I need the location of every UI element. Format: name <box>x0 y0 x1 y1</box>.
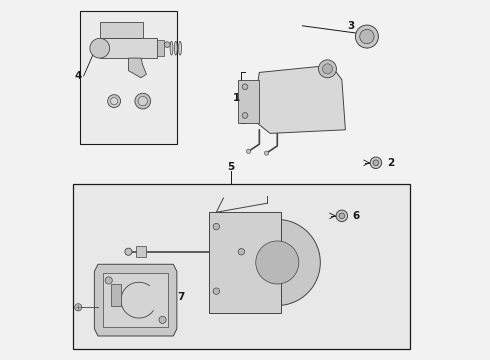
Circle shape <box>238 248 245 255</box>
Ellipse shape <box>170 41 173 55</box>
Circle shape <box>74 304 82 311</box>
Circle shape <box>246 149 251 153</box>
Text: 2: 2 <box>387 158 394 168</box>
Bar <box>136 246 147 257</box>
Circle shape <box>135 93 151 109</box>
Bar <box>80 12 177 144</box>
Circle shape <box>234 220 320 306</box>
Polygon shape <box>252 65 345 134</box>
Ellipse shape <box>179 41 181 55</box>
Bar <box>238 80 259 123</box>
Bar <box>103 273 168 327</box>
Circle shape <box>105 277 112 284</box>
Circle shape <box>370 157 382 168</box>
Circle shape <box>339 213 344 219</box>
Circle shape <box>360 30 374 44</box>
Circle shape <box>336 210 347 222</box>
Circle shape <box>213 224 220 230</box>
Circle shape <box>138 96 147 106</box>
Polygon shape <box>95 264 177 336</box>
Text: 4: 4 <box>74 71 82 81</box>
Circle shape <box>265 151 269 155</box>
Circle shape <box>373 160 379 166</box>
Circle shape <box>159 316 166 323</box>
Text: 6: 6 <box>353 211 360 221</box>
Circle shape <box>125 248 132 255</box>
Bar <box>100 39 157 58</box>
Polygon shape <box>111 284 122 306</box>
Circle shape <box>318 60 337 78</box>
Text: 7: 7 <box>177 292 184 302</box>
Circle shape <box>213 288 220 294</box>
Ellipse shape <box>174 41 177 55</box>
Text: 5: 5 <box>227 162 234 172</box>
Circle shape <box>242 84 248 90</box>
Bar <box>100 22 143 39</box>
Circle shape <box>90 39 110 58</box>
Circle shape <box>108 95 121 108</box>
Text: 1: 1 <box>232 93 240 103</box>
Circle shape <box>111 98 118 105</box>
Circle shape <box>164 42 170 48</box>
Text: 3: 3 <box>347 21 354 31</box>
Bar <box>209 212 281 313</box>
Circle shape <box>256 241 299 284</box>
Bar <box>73 184 410 348</box>
Circle shape <box>322 64 333 74</box>
Circle shape <box>355 25 378 48</box>
Polygon shape <box>128 58 147 78</box>
Circle shape <box>242 113 248 118</box>
Bar <box>157 40 164 56</box>
